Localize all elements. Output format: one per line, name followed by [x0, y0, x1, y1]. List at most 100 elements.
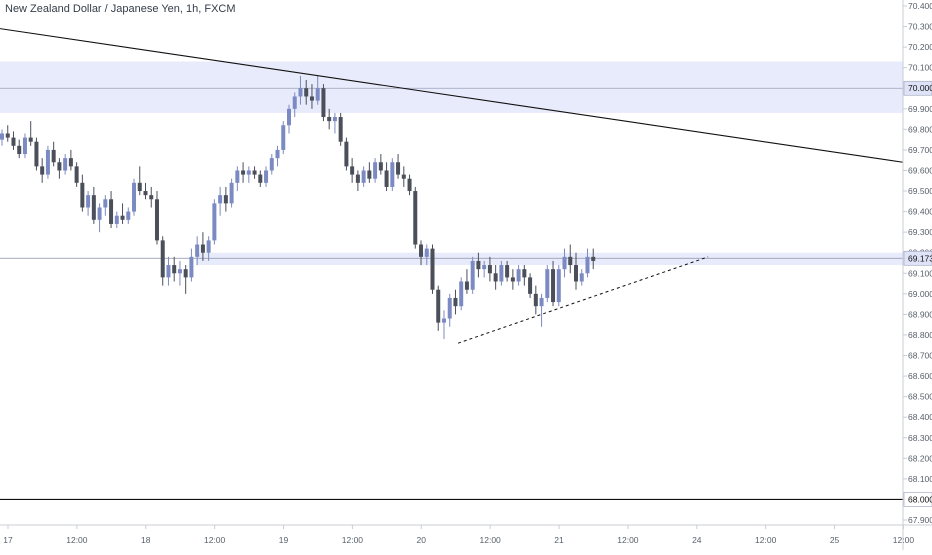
y-tick-label: 68.500 [908, 392, 932, 402]
y-tick-label: 68.300 [908, 433, 932, 443]
candle-body [464, 281, 469, 290]
x-tick-label: 12:00 [480, 535, 502, 545]
y-tick-label: 70.200 [908, 42, 932, 52]
y-tick-label: 68.900 [908, 309, 932, 319]
y-tick-label: 69.900 [908, 104, 932, 114]
candle-body [556, 269, 561, 303]
candle-body [109, 199, 114, 224]
candle-body [154, 199, 159, 241]
x-tick-label: 12:00 [617, 535, 639, 545]
candles [0, 75, 596, 340]
candle-body [281, 125, 286, 150]
y-tick-label: 69.700 [908, 145, 932, 155]
y-tick-label: 68.200 [908, 453, 932, 463]
price-label: 69.173 [908, 253, 932, 263]
candle-body [470, 260, 475, 290]
candle-body [269, 158, 274, 171]
candle-body [579, 273, 584, 282]
candle-body [407, 178, 412, 192]
candle-body [574, 265, 578, 282]
price-label: 68.000 [908, 494, 932, 504]
x-tick-label: 12:00 [755, 535, 777, 545]
candle-body [45, 149, 50, 175]
price-label-box [903, 80, 932, 96]
candle-body [476, 260, 481, 270]
candle-body [355, 174, 360, 183]
candle-body [367, 170, 372, 179]
candle-body [229, 182, 234, 204]
candle-body [568, 256, 573, 266]
candle-body [562, 256, 567, 270]
candle-body [539, 297, 544, 307]
y-tick-label: 69.500 [908, 186, 932, 196]
y-tick-label: 68.700 [908, 351, 932, 361]
candle-body [482, 265, 487, 270]
candle-body [361, 170, 366, 183]
candle-body [430, 248, 435, 290]
candle-body [499, 265, 504, 282]
price-axis[interactable]: 70.400 70.300 70.200 70.100 70.000 69.900 69.8… [903, 1, 932, 525]
candle-body [522, 269, 527, 278]
candle-body [103, 199, 108, 208]
candle-body [241, 170, 246, 175]
candle-body [172, 265, 177, 274]
x-tick-label: 12:00 [66, 535, 88, 545]
candle-body [223, 195, 228, 204]
candle-body [551, 269, 556, 303]
candle-body [28, 137, 33, 142]
candle-body [384, 170, 389, 187]
candle-body [160, 240, 165, 278]
candle-body [292, 96, 297, 109]
resistance-zone [0, 61, 903, 113]
y-tick-label: 70.100 [908, 63, 932, 73]
candle-body [419, 244, 424, 257]
x-tick-label: 20 [417, 535, 427, 545]
candle-body [453, 297, 458, 307]
candle-body [137, 182, 142, 192]
candle-body [585, 256, 590, 274]
candle-body [132, 182, 137, 212]
x-tick-label: 12:00 [204, 535, 226, 545]
candle-body [212, 203, 217, 241]
candle-body [533, 293, 538, 307]
candle-body [218, 195, 223, 204]
candle-body [126, 211, 131, 220]
candle-body [252, 170, 257, 175]
candle-body [63, 158, 68, 171]
time-axis[interactable]: 17 12:00 18 12:00 19 12:00 20 12:00 21 12:00 24 12:… [3, 525, 932, 545]
rising-trendline[interactable] [457, 256, 709, 344]
y-tick-label: 67.900 [908, 515, 932, 525]
candle-body [183, 269, 188, 278]
candle-body [195, 244, 200, 257]
candle-body [246, 170, 251, 175]
candle-body [264, 170, 269, 183]
candle-body [441, 318, 446, 323]
y-tick-label: 68.100 [908, 474, 932, 484]
candle-body [80, 182, 85, 208]
candle-body [51, 149, 56, 163]
candle-body [401, 174, 406, 179]
candle-body [287, 108, 291, 126]
x-tick-label: 12:00 [342, 535, 364, 545]
y-tick-label: 70.400 [908, 1, 932, 11]
x-tick-label: 24 [692, 535, 702, 545]
y-tick-label: 68.600 [908, 371, 932, 381]
candle-body [258, 174, 263, 183]
x-tick-label: 18 [141, 535, 151, 545]
candle-body [91, 195, 96, 220]
candle-body [528, 277, 533, 294]
y-tick-label: 69.800 [908, 124, 932, 134]
candle-body [143, 191, 148, 196]
candle-body [235, 170, 240, 183]
candle-body [332, 117, 337, 122]
candle-body [413, 191, 418, 245]
descending-trendline[interactable] [0, 28, 904, 163]
candle-body [166, 265, 171, 278]
candle-body [0, 133, 4, 140]
candle-body [120, 215, 125, 220]
candle-body [396, 162, 401, 175]
y-tick-label: 69.400 [908, 207, 932, 217]
candle-body [114, 215, 119, 224]
